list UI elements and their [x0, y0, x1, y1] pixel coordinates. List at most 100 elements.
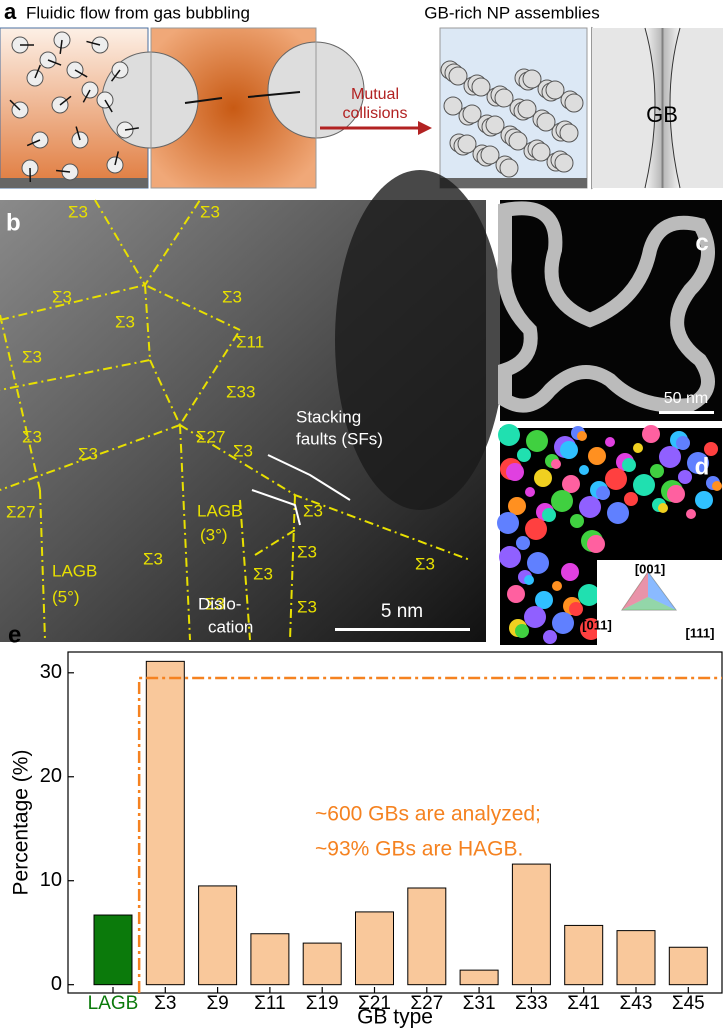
grain [524, 575, 534, 585]
grain [605, 437, 615, 447]
panel-label: e [8, 621, 21, 648]
label: Σ3 [297, 597, 317, 616]
grain [526, 430, 548, 452]
nanoparticle [522, 69, 542, 89]
grain [535, 591, 553, 609]
grain [667, 485, 685, 503]
grain-edge [644, 27, 681, 189]
grain [579, 496, 601, 518]
motion-arrow [59, 95, 72, 106]
grain [678, 470, 692, 484]
grain [658, 503, 668, 513]
grain-boundary [645, 28, 680, 188]
label: [111] [686, 625, 715, 640]
grain [551, 459, 561, 469]
label: Dislo- [198, 594, 241, 613]
bar [668, 946, 708, 986]
grain [515, 624, 529, 638]
motion-arrow [114, 151, 120, 166]
nanoparticle [531, 142, 551, 162]
nanoparticle [443, 96, 463, 116]
grain [670, 28, 723, 188]
bar [198, 885, 238, 986]
grain [704, 442, 718, 456]
label: c [695, 229, 708, 256]
grain [624, 492, 638, 506]
grain [552, 581, 562, 591]
x-tick-label: Σ27 [410, 993, 443, 1014]
x-tick-label: Σ31 [463, 993, 496, 1014]
grain [642, 425, 660, 443]
grain [543, 630, 557, 644]
label: Σ3 [52, 287, 72, 306]
label: Σ27 [6, 502, 35, 521]
label: Σ3 [297, 542, 317, 561]
nanoparticle [536, 112, 556, 132]
grain [506, 463, 524, 481]
substrate [440, 178, 587, 188]
bar [302, 942, 342, 986]
grain [498, 424, 520, 446]
grain [560, 441, 578, 459]
grain [570, 514, 584, 528]
grain [499, 546, 521, 568]
grain [507, 585, 525, 603]
bar [459, 969, 499, 986]
gb-label: GB [646, 102, 678, 127]
x-axis-title: GB type [357, 1006, 433, 1029]
label: Σ3 [303, 501, 323, 520]
label: 50 nm [664, 390, 708, 407]
ipf-fill [622, 572, 648, 610]
ipf-fill [622, 597, 676, 610]
panel-title: GB-rich NP assemblies [424, 3, 599, 22]
grain [517, 448, 531, 462]
motion-arrow [75, 126, 81, 141]
x-tick-label: Σ21 [358, 993, 391, 1014]
grain [527, 552, 549, 574]
grain [633, 443, 643, 453]
motion-arrow [124, 127, 139, 131]
motion-arrow [104, 99, 113, 113]
grain [516, 536, 530, 550]
nanoparticle [564, 93, 584, 113]
substrate [0, 178, 148, 188]
y-axis-title: Percentage (%) [10, 750, 33, 896]
grain [676, 436, 690, 450]
label: LAGB [197, 501, 242, 520]
x-tick-label: Σ9 [206, 993, 228, 1014]
label: d [695, 453, 710, 480]
grain [596, 486, 610, 500]
nanoparticle [517, 99, 537, 119]
nanoparticle [559, 123, 579, 143]
grain [561, 563, 579, 581]
arrow-label: Mutual [351, 86, 399, 103]
annotation: ~600 GBs are analyzed; [315, 803, 541, 826]
label: Σ3 [200, 202, 220, 221]
grain [607, 502, 629, 524]
label: Σ3 [253, 564, 273, 583]
nanoparticle [545, 80, 565, 100]
label: faults (SFs) [296, 429, 383, 448]
network [497, 201, 715, 413]
grain [497, 512, 519, 534]
label: Σ3 [415, 554, 435, 573]
motion-arrow [59, 39, 63, 54]
y-tick-label: 0 [51, 973, 62, 995]
grain [578, 584, 600, 606]
scale-bar [335, 628, 470, 631]
motion-arrow [34, 64, 41, 79]
y-tick-label: 30 [40, 661, 62, 683]
arrow-head [418, 121, 432, 135]
bar [93, 914, 133, 986]
motion-arrow [110, 69, 121, 82]
grain [588, 447, 606, 465]
grain [562, 475, 580, 493]
label: [011] [582, 617, 612, 632]
y-tick-label: 10 [40, 869, 62, 891]
label: Σ33 [226, 382, 255, 401]
velocity-arrow [247, 91, 301, 98]
grain [659, 446, 681, 468]
nanoparticle [508, 131, 528, 151]
bar [355, 911, 394, 986]
